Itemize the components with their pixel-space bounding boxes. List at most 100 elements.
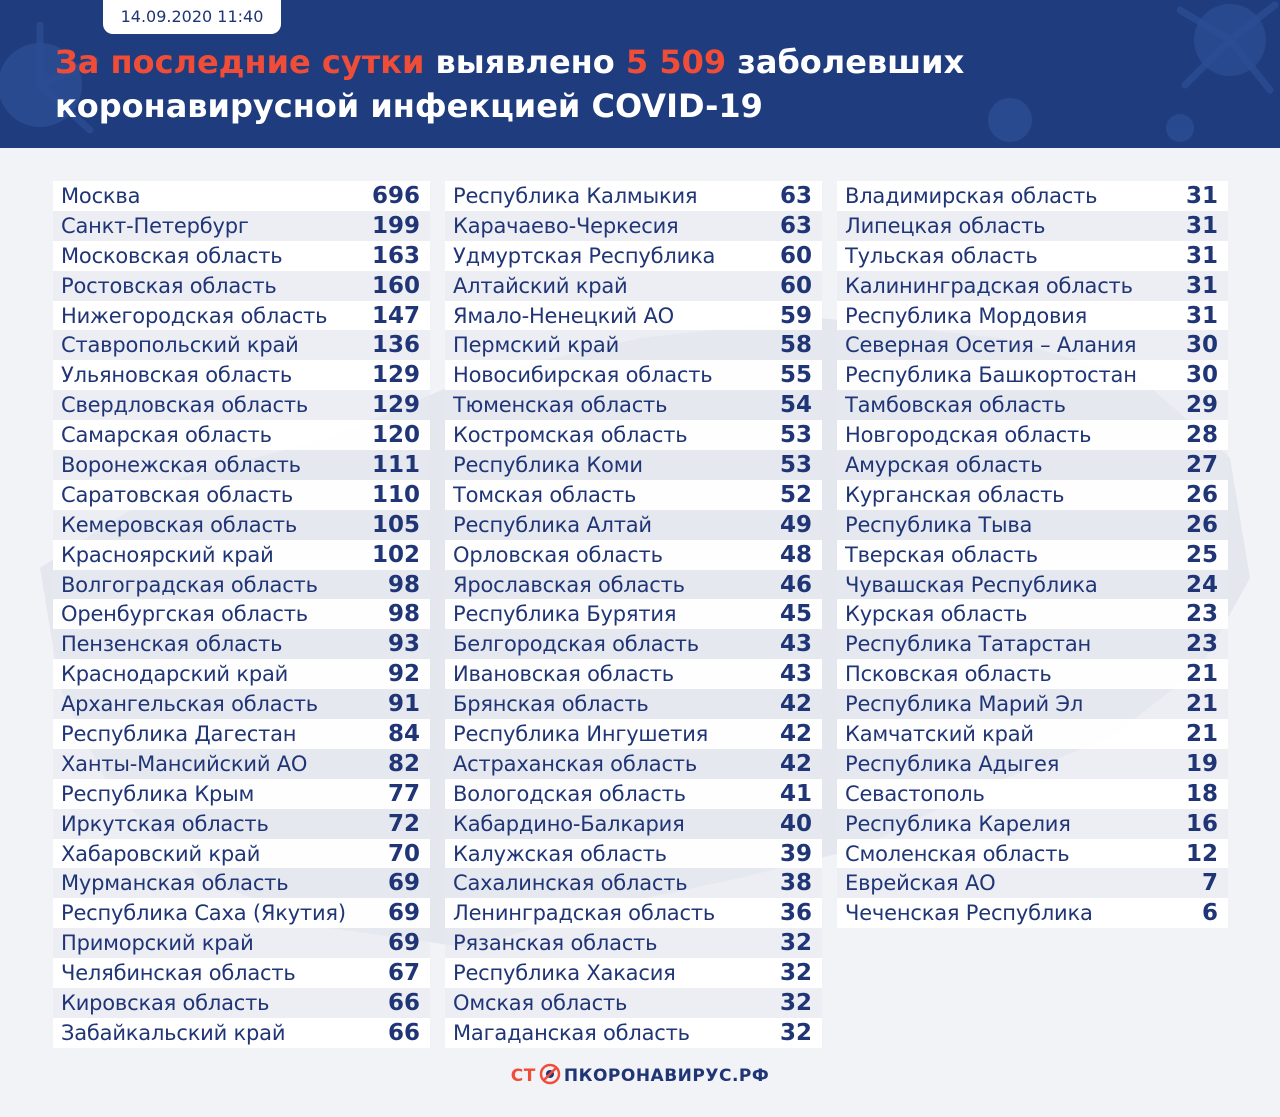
table-row: Алтайский край 60 — [445, 270, 822, 301]
table-row: Самарская область 120 — [53, 420, 430, 451]
table-row: Смоленская область 12 — [837, 838, 1228, 869]
region-name: Магаданская область — [453, 1020, 690, 1045]
headline-mid: выявлено — [424, 43, 626, 81]
case-count: 49 — [779, 511, 812, 538]
footer-logo: СТ ПКОРОНАВИРУС.РФ — [0, 1063, 1280, 1086]
region-name: Омская область — [453, 990, 628, 1015]
case-count: 111 — [371, 451, 420, 478]
header-banner: 14.09.2020 11:40 За последние сутки выяв… — [0, 0, 1280, 148]
case-count: 69 — [387, 870, 420, 897]
table-row: Республика Алтай 49 — [445, 509, 822, 540]
table-row: Республика Тыва 26 — [837, 509, 1228, 540]
table-row: Республика Крым 77 — [53, 778, 430, 809]
table-row: Республика Саха (Якутия) 69 — [53, 898, 430, 929]
table-row: Астраханская область 42 — [445, 748, 822, 779]
table-row: Орловская область 48 — [445, 539, 822, 570]
case-count: 18 — [1185, 780, 1218, 807]
case-count: 58 — [779, 332, 812, 359]
table-row: Чеченская Республика 6 — [837, 898, 1228, 929]
case-count: 31 — [1185, 212, 1218, 239]
region-name: Нижегородская область — [61, 303, 328, 328]
region-name: Ханты-Мансийский АО — [61, 751, 308, 776]
region-name: Белгородская область — [453, 632, 699, 657]
case-count: 23 — [1185, 601, 1218, 628]
region-column-3: Владимирская область 31 Липецкая область 31… — [837, 181, 1228, 929]
case-count: 26 — [1185, 511, 1218, 538]
case-count: 28 — [1185, 422, 1218, 449]
case-count: 31 — [1185, 302, 1218, 329]
region-name: Красноярский край — [61, 542, 274, 567]
case-count: 696 — [371, 182, 420, 209]
case-count: 31 — [1185, 272, 1218, 299]
table-row: Республика Марий Эл 21 — [837, 689, 1228, 720]
region-name: Курская область — [845, 602, 1028, 627]
case-count: 39 — [779, 840, 812, 867]
table-row: Республика Коми 53 — [445, 450, 822, 480]
table-row: Челябинская область 67 — [53, 958, 430, 989]
case-count: 55 — [779, 362, 812, 389]
region-name: Астраханская область — [453, 751, 698, 776]
region-name: Брянская область — [453, 692, 649, 717]
region-name: Республика Бурятия — [453, 602, 677, 627]
case-count: 69 — [387, 930, 420, 957]
region-name: Удмуртская Республика — [453, 243, 716, 268]
case-count: 63 — [779, 212, 812, 239]
region-name: Калининградская область — [845, 273, 1133, 298]
table-row: Тамбовская область 29 — [837, 390, 1228, 421]
case-count: 12 — [1185, 840, 1218, 867]
case-count: 60 — [779, 272, 812, 299]
region-name: Краснодарский край — [61, 662, 289, 687]
region-name: Санкт-Петербург — [61, 213, 249, 238]
case-count: 59 — [779, 302, 812, 329]
case-count: 19 — [1185, 750, 1218, 777]
logo-part1: СТ — [510, 1066, 536, 1086]
table-row: Пензенская область 93 — [53, 629, 430, 660]
table-row: Москва 696 — [53, 181, 430, 211]
table-row: Приморский край 69 — [53, 928, 430, 959]
case-count: 6 — [1201, 900, 1218, 927]
region-name: Ульяновская область — [61, 363, 293, 388]
table-row: Нижегородская область 147 — [53, 300, 430, 331]
region-name: Приморский край — [61, 931, 254, 956]
region-name: Республика Татарстан — [845, 632, 1092, 657]
case-count: 136 — [371, 332, 420, 359]
table-row: Мурманская область 69 — [53, 868, 430, 899]
case-count: 53 — [779, 451, 812, 478]
case-count: 69 — [387, 900, 420, 927]
case-count: 29 — [1185, 392, 1218, 419]
table-row: Республика Бурятия 45 — [445, 599, 822, 630]
logo-part2: ПКОРОНАВИРУС.РФ — [563, 1066, 770, 1086]
case-count: 45 — [779, 601, 812, 628]
case-count: 30 — [1185, 362, 1218, 389]
case-count: 199 — [371, 212, 420, 239]
region-name: Республика Крым — [61, 781, 255, 806]
case-count: 32 — [779, 989, 812, 1016]
region-name: Чувашская Республика — [845, 572, 1098, 597]
region-name: Алтайский край — [453, 273, 628, 298]
case-count: 129 — [371, 362, 420, 389]
table-row: Вологодская область 41 — [445, 778, 822, 809]
table-row: Свердловская область 129 — [53, 390, 430, 421]
table-row: Воронежская область 111 — [53, 450, 430, 480]
case-count: 92 — [387, 661, 420, 688]
table-row: Московская область 163 — [53, 240, 430, 271]
region-name: Липецкая область — [845, 213, 1046, 238]
table-row: Ивановская область 43 — [445, 659, 822, 690]
table-row: Волгоградская область 98 — [53, 569, 430, 600]
table-row: Удмуртская Республика 60 — [445, 240, 822, 271]
table-row: Амурская область 27 — [837, 450, 1228, 480]
table-row: Республика Мордовия 31 — [837, 300, 1228, 331]
case-count: 31 — [1185, 242, 1218, 269]
headline-accent: За последние сутки — [55, 43, 425, 81]
table-row: Республика Калмыкия 63 — [445, 181, 822, 211]
table-row: Владимирская область 31 — [837, 181, 1228, 211]
table-row: Брянская область 42 — [445, 689, 822, 720]
region-name: Тульская область — [845, 243, 1038, 268]
table-row: Новосибирская область 55 — [445, 360, 822, 391]
region-name: Республика Ингушетия — [453, 721, 709, 746]
region-name: Чеченская Республика — [845, 901, 1093, 926]
case-count: 31 — [1185, 182, 1218, 209]
region-name: Волгоградская область — [61, 572, 318, 597]
table-row: Ленинградская область 36 — [445, 898, 822, 929]
region-name: Еврейская АО — [845, 871, 996, 896]
